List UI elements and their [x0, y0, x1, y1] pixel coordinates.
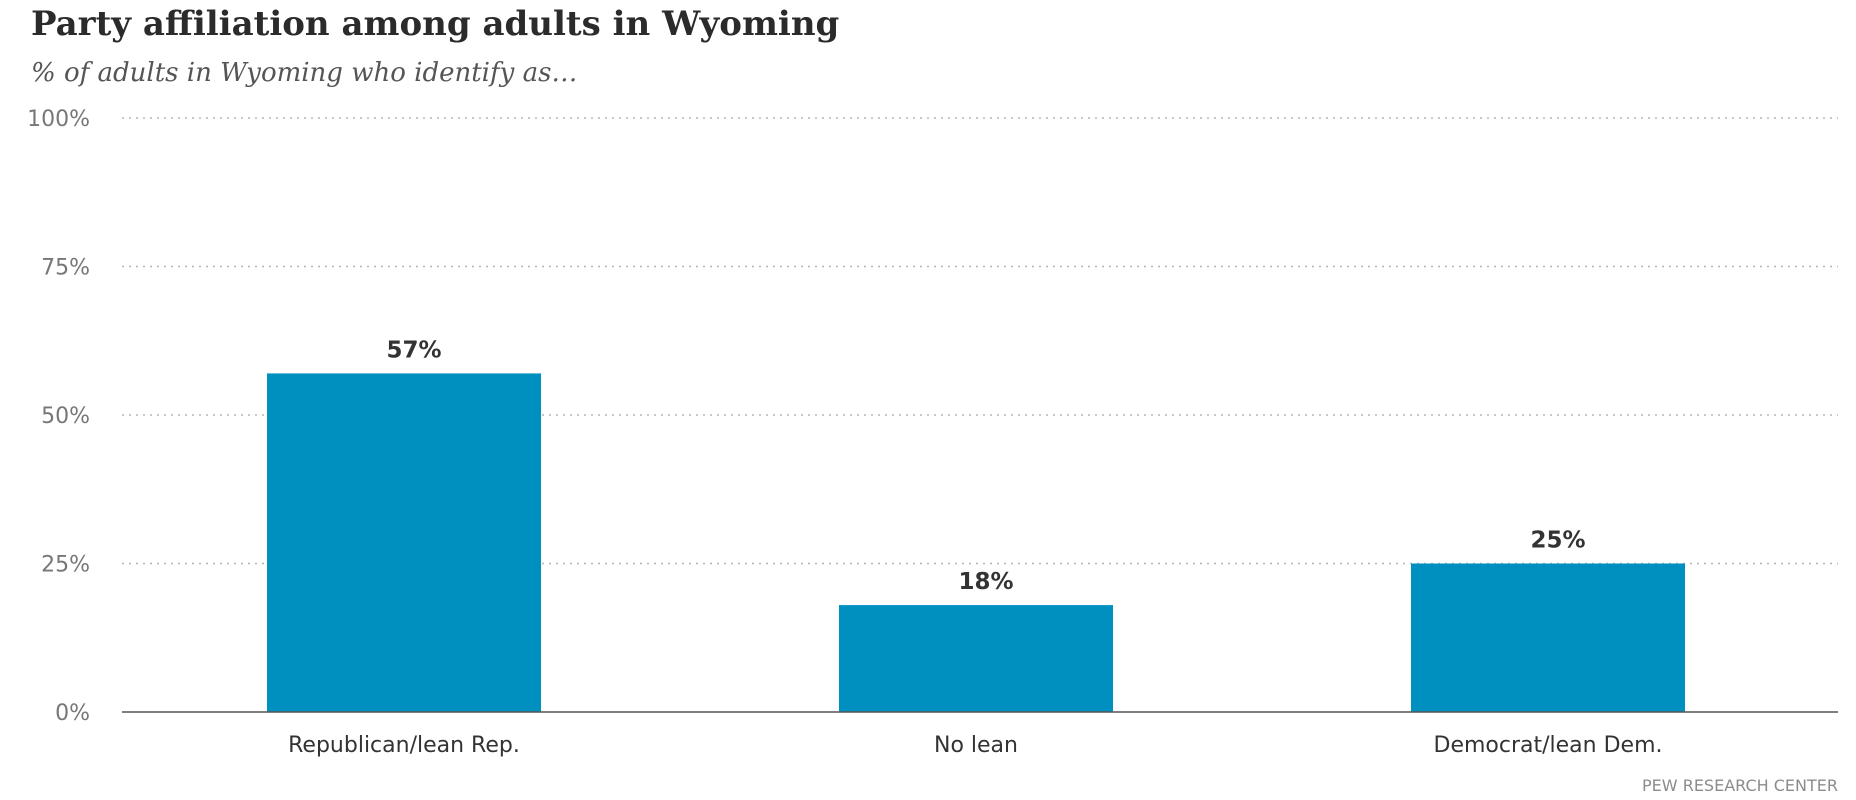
x-axis-ticks: Republican/lean Rep. No lean Democrat/lean… [288, 733, 1662, 758]
y-tick-label: 75% [41, 256, 90, 281]
y-tick-label: 25% [41, 553, 90, 578]
bars [267, 373, 1685, 712]
data-labels: 57% 18% 25% [386, 337, 1585, 595]
data-label: 25% [1530, 528, 1585, 554]
bar [267, 373, 541, 712]
bar [1411, 563, 1685, 712]
bar [839, 605, 1113, 712]
chart-subtitle: % of adults in Wyoming who identify as… [31, 58, 578, 88]
source-credit: PEW RESEARCH CENTER [1642, 776, 1838, 795]
y-tick-label: 0% [55, 701, 90, 726]
x-tick-label: Republican/lean Rep. [288, 733, 520, 758]
data-label: 18% [958, 569, 1013, 595]
chart-title: Party affiliation among adults in Wyomin… [31, 4, 840, 44]
x-tick-label: No lean [934, 733, 1018, 758]
data-label: 57% [386, 337, 441, 363]
y-tick-label: 50% [41, 404, 90, 429]
y-tick-label: 100% [27, 107, 90, 132]
x-tick-label: Democrat/lean Dem. [1434, 733, 1663, 758]
y-axis-ticks: 0% 25% 50% 75% 100% [27, 107, 90, 726]
